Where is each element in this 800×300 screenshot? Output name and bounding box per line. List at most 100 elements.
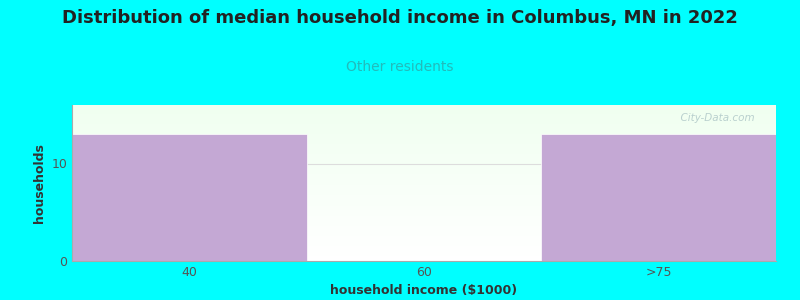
Bar: [72, 171, 776, 172]
Bar: [72, 121, 776, 122]
Bar: [72, 137, 776, 138]
Bar: [72, 247, 776, 248]
Bar: [72, 179, 776, 180]
Bar: [72, 196, 776, 197]
Bar: [72, 122, 776, 123]
Bar: [72, 217, 776, 218]
Bar: [72, 108, 776, 109]
Bar: [72, 203, 776, 204]
Bar: [72, 132, 776, 133]
Bar: [72, 128, 776, 129]
Bar: [72, 223, 776, 224]
Bar: [72, 183, 776, 184]
Bar: [72, 144, 776, 145]
Bar: [72, 216, 776, 217]
Bar: [72, 249, 776, 250]
Bar: [72, 240, 776, 241]
Bar: [72, 190, 776, 191]
Bar: [72, 174, 776, 175]
Bar: [72, 211, 776, 212]
Bar: [72, 231, 776, 232]
Bar: [72, 164, 776, 165]
Bar: [72, 213, 776, 214]
Bar: [72, 194, 776, 195]
Bar: [72, 131, 776, 132]
Bar: [72, 233, 776, 234]
Bar: [72, 182, 776, 183]
Bar: [72, 105, 776, 106]
Bar: [72, 205, 776, 206]
Bar: [72, 126, 776, 127]
Bar: [72, 106, 776, 107]
Bar: [72, 152, 776, 153]
Bar: [72, 253, 776, 254]
Bar: [72, 193, 776, 194]
Bar: [72, 140, 776, 141]
Bar: [72, 141, 776, 142]
Bar: [72, 202, 776, 203]
Bar: [72, 175, 776, 176]
Bar: [72, 207, 776, 208]
Bar: [72, 229, 776, 230]
Bar: [72, 161, 776, 162]
Bar: [72, 206, 776, 207]
Bar: [72, 251, 776, 252]
Bar: [72, 109, 776, 110]
Bar: [72, 221, 776, 222]
Bar: [72, 114, 776, 115]
Bar: [72, 227, 776, 228]
Bar: [72, 198, 776, 199]
Bar: [72, 107, 776, 108]
Bar: [72, 235, 776, 236]
Bar: [72, 257, 776, 258]
Bar: [72, 237, 776, 238]
Bar: [72, 157, 776, 158]
Bar: [72, 250, 776, 251]
Bar: [72, 215, 776, 216]
Bar: [72, 134, 306, 261]
Bar: [72, 151, 776, 152]
Bar: [72, 145, 776, 146]
Bar: [72, 181, 776, 182]
Bar: [72, 158, 776, 159]
Bar: [72, 143, 776, 144]
Bar: [72, 113, 776, 114]
Bar: [72, 162, 776, 163]
Bar: [72, 155, 776, 156]
Bar: [72, 184, 776, 185]
Bar: [72, 202, 776, 203]
Bar: [72, 218, 776, 219]
Bar: [72, 159, 776, 160]
Bar: [72, 259, 776, 260]
Bar: [72, 124, 776, 125]
Bar: [72, 192, 776, 193]
Bar: [72, 189, 776, 190]
Bar: [72, 133, 776, 134]
Bar: [72, 208, 776, 209]
Bar: [72, 178, 776, 179]
Bar: [72, 232, 776, 233]
Bar: [72, 200, 776, 201]
Bar: [72, 212, 776, 213]
Bar: [72, 111, 776, 112]
Bar: [72, 188, 776, 189]
Bar: [72, 134, 776, 135]
Bar: [72, 255, 776, 256]
Text: Distribution of median household income in Columbus, MN in 2022: Distribution of median household income …: [62, 9, 738, 27]
Bar: [72, 154, 776, 155]
Bar: [72, 150, 776, 151]
Bar: [72, 148, 776, 149]
Bar: [72, 167, 776, 168]
Bar: [72, 176, 776, 177]
Bar: [72, 214, 776, 215]
Bar: [72, 118, 776, 119]
Bar: [72, 258, 776, 259]
Bar: [72, 147, 776, 148]
Bar: [72, 180, 776, 181]
Bar: [72, 256, 776, 257]
Bar: [72, 146, 776, 147]
Bar: [72, 238, 776, 239]
Bar: [72, 169, 776, 170]
Bar: [72, 210, 776, 211]
Bar: [72, 199, 776, 200]
